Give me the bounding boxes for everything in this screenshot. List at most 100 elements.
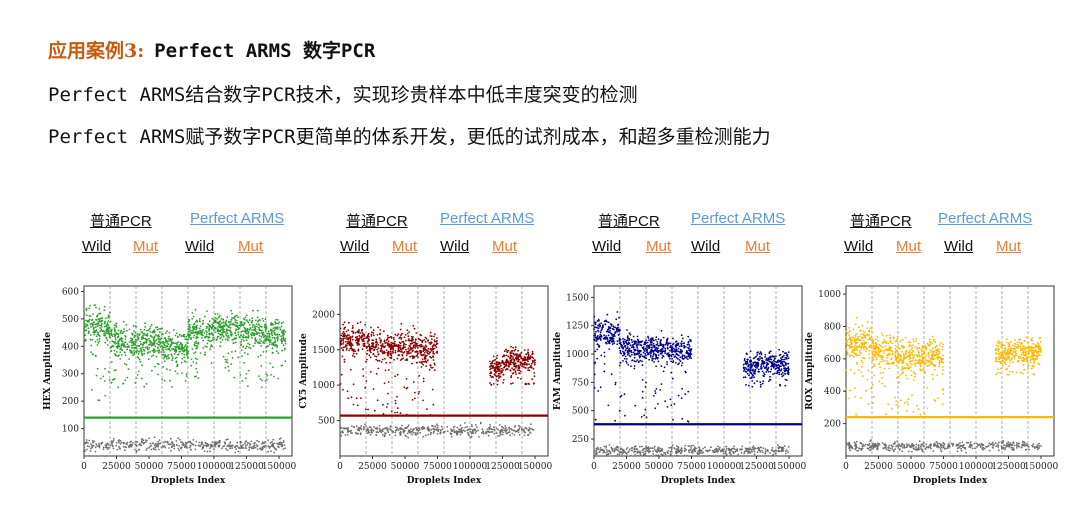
positive-droplet <box>749 356 751 359</box>
negative-droplet <box>605 453 608 456</box>
negative-droplet <box>527 434 529 437</box>
negative-droplet <box>770 449 773 452</box>
rain-droplet <box>365 380 368 382</box>
negative-droplet <box>378 425 381 427</box>
positive-droplet <box>258 334 261 337</box>
positive-droplet <box>743 366 745 369</box>
positive-droplet <box>242 334 245 337</box>
positive-droplet <box>623 357 626 360</box>
positive-droplet <box>655 336 658 339</box>
negative-droplet <box>392 431 394 433</box>
positive-droplet <box>398 344 401 347</box>
positive-droplet <box>349 336 352 338</box>
positive-droplet <box>405 348 407 351</box>
rain-droplet <box>533 372 536 374</box>
positive-droplet <box>503 363 506 366</box>
rain-droplet <box>184 379 187 382</box>
positive-droplet <box>125 324 128 326</box>
negative-droplet <box>621 449 624 452</box>
positive-droplet <box>243 330 246 333</box>
negative-droplet <box>467 431 469 434</box>
positive-droplet <box>173 342 175 344</box>
rain-droplet <box>119 358 122 360</box>
positive-droplet <box>83 326 86 329</box>
positive-droplet <box>259 342 261 345</box>
positive-droplet <box>207 339 210 342</box>
positive-droplet <box>675 340 678 343</box>
negative-droplet <box>88 439 91 442</box>
positive-droplet <box>687 353 690 356</box>
rain-droplet <box>277 377 279 380</box>
positive-droplet <box>657 356 659 359</box>
negative-droplet <box>609 452 612 454</box>
positive-droplet <box>150 355 153 358</box>
positive-droplet <box>268 343 271 346</box>
positive-droplet <box>363 337 366 340</box>
negative-droplet <box>670 450 673 453</box>
negative-droplet <box>101 441 104 444</box>
positive-droplet <box>214 319 217 322</box>
negative-droplet <box>495 432 498 435</box>
negative-droplet <box>613 451 616 453</box>
positive-droplet <box>114 342 117 345</box>
positive-droplet <box>671 358 673 360</box>
positive-droplet <box>351 327 354 329</box>
negative-droplet <box>459 433 462 436</box>
positive-droplet <box>399 344 402 347</box>
rain-droplet <box>489 382 491 384</box>
positive-droplet <box>758 352 761 355</box>
x-tick-label: 75000 <box>167 462 196 472</box>
positive-droplet <box>377 351 379 353</box>
positive-droplet <box>352 349 355 352</box>
positive-droplet <box>96 331 99 333</box>
positive-droplet <box>414 350 417 353</box>
positive-droplet <box>276 337 278 339</box>
negative-droplet <box>171 442 174 445</box>
negative-droplet <box>464 426 467 429</box>
positive-droplet <box>182 334 185 336</box>
rain-droplet <box>224 358 227 361</box>
positive-droplet <box>165 340 168 343</box>
positive-droplet <box>196 342 199 345</box>
slide-title: 应用案例3: Perfect ARMS 数字PCR <box>48 36 375 63</box>
rain-droplet <box>349 368 352 371</box>
negative-droplet <box>772 453 774 456</box>
positive-droplet <box>414 342 417 345</box>
positive-droplet <box>682 342 684 345</box>
positive-droplet <box>680 342 682 345</box>
negative-droplet <box>158 442 161 445</box>
positive-droplet <box>757 368 760 371</box>
positive-droplet <box>765 357 768 360</box>
rain-droplet <box>669 398 672 401</box>
rain-droplet <box>210 362 213 365</box>
positive-droplet <box>392 350 394 352</box>
positive-droplet <box>121 349 124 352</box>
negative-droplet <box>740 451 743 454</box>
negative-droplet <box>615 449 617 451</box>
label-arms-wild: Wild <box>691 238 721 255</box>
rain-droplet <box>369 371 372 373</box>
negative-droplet <box>608 453 610 455</box>
rain-droplet <box>97 399 100 401</box>
positive-droplet <box>742 363 745 366</box>
positive-droplet <box>653 361 655 363</box>
positive-droplet <box>114 341 117 343</box>
positive-droplet <box>206 342 209 345</box>
positive-droplet <box>222 327 225 329</box>
positive-droplet <box>622 360 624 362</box>
negative-droplet <box>365 425 368 427</box>
positive-droplet <box>97 332 100 335</box>
positive-droplet <box>210 332 213 334</box>
positive-droplet <box>390 354 393 357</box>
negative-droplet <box>431 424 433 427</box>
negative-droplet <box>271 444 273 447</box>
positive-droplet <box>158 349 161 351</box>
positive-droplet <box>519 355 522 358</box>
positive-droplet <box>630 339 633 341</box>
negative-droplet <box>115 444 118 447</box>
positive-droplet <box>264 330 267 332</box>
positive-droplet <box>90 319 93 321</box>
rain-droplet <box>659 389 662 391</box>
rain-droplet <box>687 390 690 393</box>
negative-droplet <box>762 447 765 450</box>
